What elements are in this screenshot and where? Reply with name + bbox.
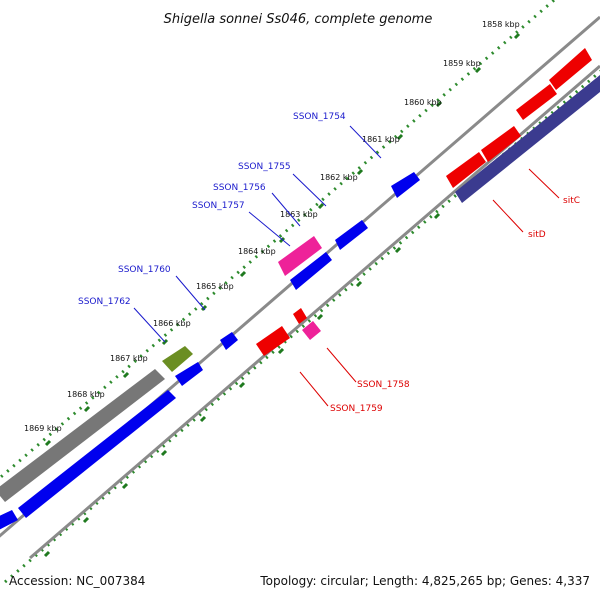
inner-scale-line <box>4 69 600 584</box>
gene-blue-1760 <box>220 332 238 350</box>
gene-label-sitc: sitC <box>563 196 580 206</box>
gene-label-sitd: sitD <box>528 230 546 240</box>
map-title: Shigella sonnei Ss046, complete genome <box>164 12 433 27</box>
plus-strand-genes <box>0 172 420 530</box>
gene-label-sson-1756: SSON_1756 <box>213 183 266 193</box>
gene-red-sit-3 <box>516 84 557 120</box>
sit-region-band <box>455 75 600 203</box>
tick-label-1863: 1863 kbp <box>280 210 318 219</box>
gene-blue-1755 <box>335 220 368 250</box>
gene-label-sson-1759: SSON_1759 <box>330 404 383 414</box>
tick-label-1866: 1866 kbp <box>153 319 191 328</box>
gene-label-sson-1762: SSON_1762 <box>78 297 131 307</box>
gene-blue-1754 <box>391 172 420 198</box>
tick-label-1864: 1864 kbp <box>238 247 276 256</box>
label-leaders-minus <box>299 168 560 407</box>
gene-red-sit-1 <box>446 152 486 188</box>
gene-label-sson-1760: SSON_1760 <box>118 265 171 275</box>
gene-red-sit-2 <box>481 126 521 162</box>
tick-label-1859: 1859 kbp <box>443 59 481 68</box>
tick-label-1867: 1867 kbp <box>110 354 148 363</box>
outer-major-ticks <box>44 32 521 447</box>
olive-gene <box>162 346 193 372</box>
gene-pink-1756 <box>278 236 322 276</box>
accession-text: Accession: NC_007384 <box>9 574 145 588</box>
tick-label-1865: 1865 kbp <box>196 282 234 291</box>
gene-label-sson-1755: SSON_1755 <box>238 162 291 172</box>
gene-blue-1757 <box>290 252 332 290</box>
genome-summary-text: Topology: circular; Length: 4,825,265 bp… <box>259 574 590 588</box>
gene-label-sson-1758: SSON_1758 <box>357 380 410 390</box>
tick-label-1858: 1858 kbp <box>482 20 520 29</box>
gene-blue-left-small <box>0 510 18 530</box>
tick-label-1862: 1862 kbp <box>320 173 358 182</box>
tick-label-1860: 1860 kbp <box>404 98 442 107</box>
gene-long-blue <box>18 390 176 518</box>
gene-red-1759 <box>256 326 290 356</box>
label-leaders-plus <box>133 125 382 343</box>
tick-label-1869: 1869 kbp <box>24 424 62 433</box>
tick-label-1868: 1868 kbp <box>67 390 105 399</box>
minus-strand-genes <box>256 48 592 356</box>
gene-label-sson-1754: SSON_1754 <box>293 112 346 122</box>
tick-label-1861: 1861 kbp <box>362 135 400 144</box>
gene-blue-1761 <box>175 362 203 386</box>
gene-red-sit-4 <box>549 48 592 90</box>
gray-feature <box>0 369 165 502</box>
gene-pink-1758 <box>302 321 321 340</box>
gene-label-sson-1757: SSON_1757 <box>192 201 245 211</box>
gene-red-small <box>293 308 307 324</box>
